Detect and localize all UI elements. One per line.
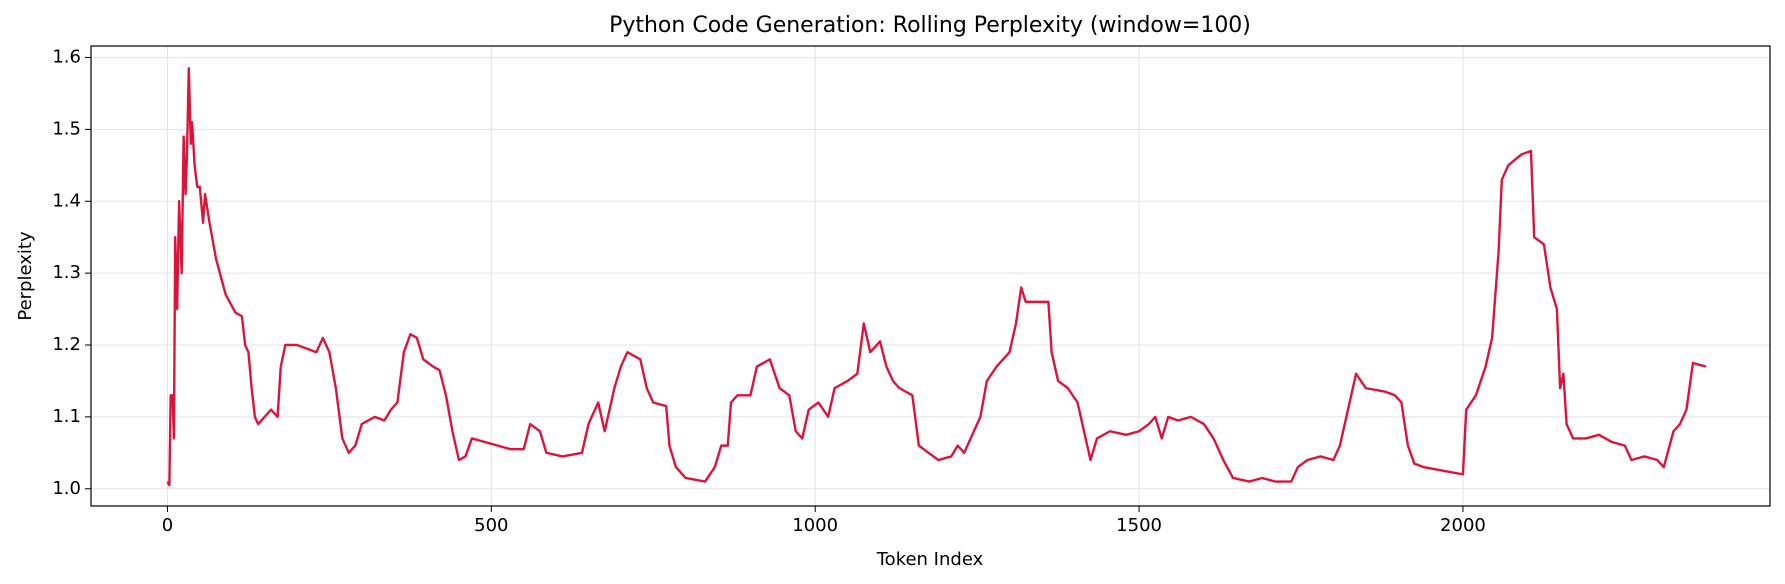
y-tick-label: 1.2 [52, 334, 81, 355]
x-tick-label: 1500 [1116, 515, 1162, 536]
y-tick-label: 1.1 [52, 406, 81, 427]
y-tick-label: 1.3 [52, 262, 81, 283]
x-axis-label: Token Index [876, 549, 984, 570]
y-axis-label: Perplexity [15, 231, 36, 321]
y-tick-label: 1.6 [52, 47, 81, 68]
y-tick-label: 1.4 [52, 190, 81, 211]
line [166, 67, 1707, 487]
plot-frame [90, 45, 1771, 507]
chart-title: Python Code Generation: Rolling Perplexi… [609, 13, 1251, 38]
y-tick-label: 1.5 [52, 118, 81, 139]
x-tick-label: 2000 [1440, 515, 1486, 536]
x-tick-label: 500 [474, 515, 508, 536]
x-tick-label: 0 [162, 515, 173, 536]
x-tick-label: 1000 [792, 515, 838, 536]
y-tick-label: 1.0 [52, 478, 81, 499]
